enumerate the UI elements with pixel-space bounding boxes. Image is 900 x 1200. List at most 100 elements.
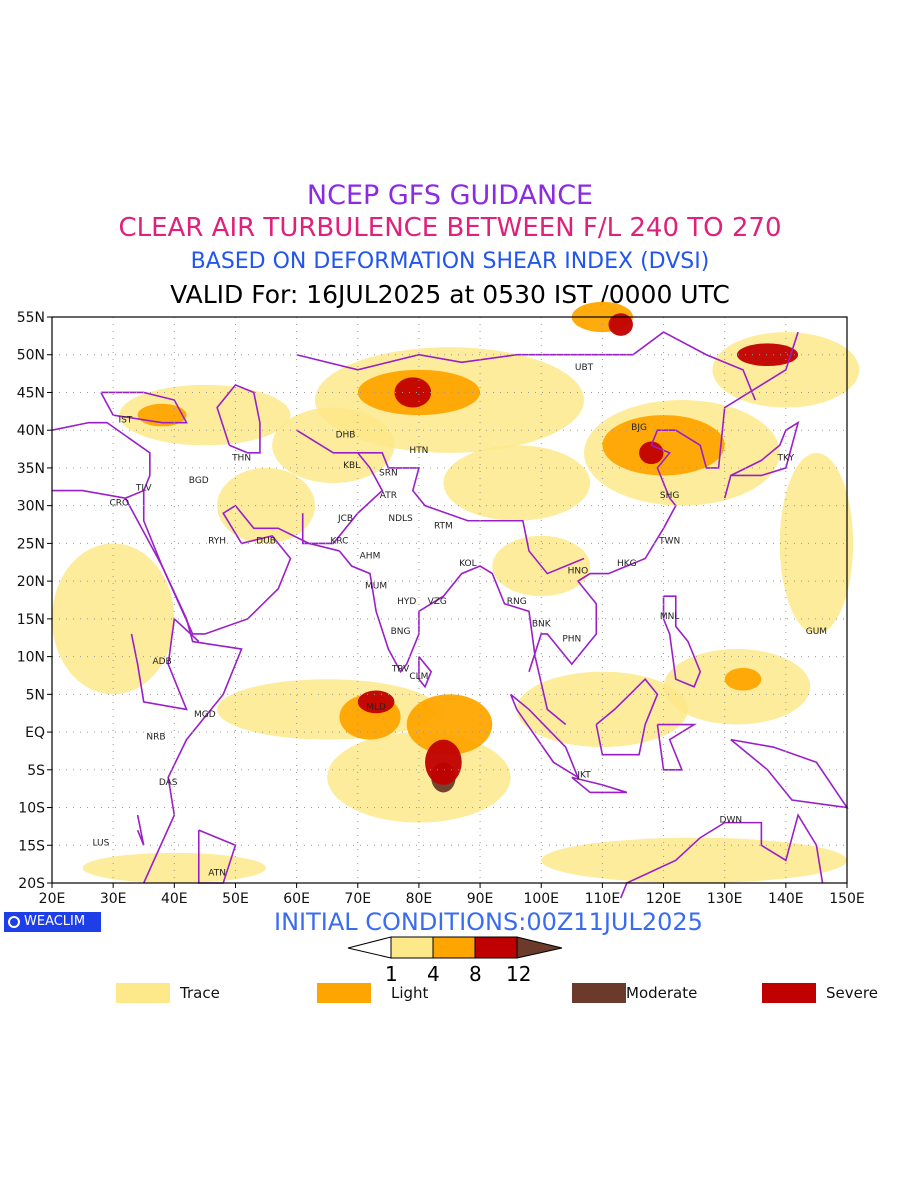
station-label: KBL — [343, 461, 360, 471]
station-label: MLD — [366, 702, 386, 712]
station-label: ATR — [380, 491, 397, 501]
colorbar-tick-8: 8 — [469, 962, 482, 986]
station-label: UBT — [575, 363, 594, 373]
station-label: HNO — [568, 567, 589, 577]
x-tick-label: 150E — [829, 891, 865, 907]
station-label: VZG — [428, 597, 447, 607]
legend-label-trace: Trace — [180, 984, 220, 1002]
map-frame — [51, 316, 848, 884]
station-label: BNK — [532, 619, 552, 629]
turbulence-zone-light — [724, 667, 762, 691]
x-tick-label: 60E — [283, 891, 310, 907]
turbulence-zone-trace — [272, 407, 395, 484]
station-label: NRB — [146, 733, 165, 743]
coastline-segment — [528, 331, 799, 672]
x-tick-label: 120E — [646, 891, 682, 907]
station-label: NDLS — [388, 514, 413, 524]
x-axis-ticks: 20E 30E 40E 50E 60E 70E 80E 90E 100E 110E 120E 130E… — [39, 883, 865, 907]
station-label: DWN — [720, 816, 743, 826]
y-tick-label: EQ — [25, 725, 45, 741]
colorbar-low-arrow — [347, 936, 392, 959]
colorbar-high-arrow — [516, 936, 563, 959]
weaclim-logo: WEACLIM — [4, 912, 101, 932]
y-tick-label: 50N — [17, 348, 45, 364]
station-label: MNL — [660, 612, 680, 622]
station-label: MUM — [365, 582, 387, 592]
y-tick-label: 5S — [27, 763, 45, 779]
colorbar-bin-trace — [390, 936, 434, 959]
station-label: CLM — [409, 672, 428, 682]
initial-conditions-label: INITIAL CONDITIONS:00Z11JUL2025 — [274, 908, 703, 936]
station-label: LUS — [92, 838, 109, 848]
station-label: MGD — [194, 710, 216, 720]
x-tick-label: 90E — [467, 891, 494, 907]
y-tick-label: 15S — [18, 838, 45, 854]
station-label: TRV — [391, 665, 410, 675]
title-line-1: NCEP GFS GUIDANCE — [306, 180, 594, 211]
legend-swatch-light — [317, 983, 371, 1003]
coastlines — [51, 331, 849, 899]
y-tick-label: 15N — [17, 612, 45, 628]
legend-swatch-severe — [762, 983, 816, 1003]
station-label: SHG — [660, 491, 679, 501]
y-tick-label: 5N — [26, 687, 45, 703]
station-label: ADB — [152, 657, 171, 667]
colorbar-bin-severe — [474, 936, 518, 959]
station-label: RTM — [434, 521, 453, 531]
station-label: JKT — [576, 770, 591, 780]
y-tick-label: 30N — [17, 499, 45, 515]
coastline-segment — [723, 420, 800, 499]
colorbar-tick-12: 12 — [506, 962, 532, 986]
station-label: IST — [118, 416, 132, 426]
y-axis-ticks: 55N 50N 45N 40N 35N 30N 25N 20N 15N 10N 5N EQ 5S 10S 1… — [17, 310, 52, 892]
station-label: CRO — [109, 499, 129, 509]
x-tick-label: 70E — [344, 891, 371, 907]
turbulence-zone-trace — [217, 467, 315, 544]
y-tick-label: 10S — [18, 801, 45, 817]
turbulence-zone-light — [602, 415, 725, 476]
x-tick-label: 140E — [768, 891, 804, 907]
station-label: BJG — [631, 423, 647, 433]
coastline-segment — [338, 550, 567, 726]
turbulence-zone-severe — [425, 739, 462, 785]
coastline-segment — [296, 429, 585, 575]
station-label: DHB — [336, 431, 356, 441]
station-label: JCB — [337, 514, 353, 524]
turbulence-zone-severe — [736, 343, 799, 367]
coastline-segment — [124, 497, 243, 884]
x-tick-label: 30E — [100, 891, 127, 907]
station-label: TLV — [135, 484, 153, 494]
station-label: ATN — [208, 868, 226, 878]
turbulence-zone-trace — [327, 732, 511, 823]
turbulence-zone-severe — [394, 377, 432, 408]
legend-label-light: Light — [391, 984, 429, 1002]
station-label: HYD — [397, 597, 416, 607]
colorbar-tick-4: 4 — [427, 962, 440, 986]
y-tick-label: 45N — [17, 385, 45, 401]
x-tick-label: 110E — [585, 891, 621, 907]
station-label: AHM — [360, 551, 381, 561]
coastline-segment — [595, 678, 659, 756]
turbulence-zone-trace — [541, 837, 847, 883]
colorbar-bin-light — [432, 936, 476, 959]
y-tick-label: 20N — [17, 574, 45, 590]
turbulence-zone-trace — [779, 452, 854, 634]
turbulence-zone-severe — [608, 313, 633, 336]
station-label: HKG — [617, 559, 637, 569]
x-tick-label: 50E — [222, 891, 249, 907]
turbulence-zone-severe — [357, 690, 395, 714]
legend-swatch-trace — [116, 983, 170, 1003]
station-label: KRC — [330, 536, 348, 546]
x-tick-label: 20E — [39, 891, 66, 907]
y-tick-label: 20S — [18, 876, 45, 892]
station-label: PHN — [562, 635, 581, 645]
station-label: BGD — [189, 476, 209, 486]
station-label: THN — [231, 453, 251, 463]
coastline-segment — [509, 693, 580, 780]
coastline-segment — [619, 813, 824, 899]
x-tick-label: 100E — [523, 891, 559, 907]
title-line-3: BASED ON DEFORMATION SHEAR INDEX (DVSI) — [190, 249, 710, 274]
station-label: KOL — [459, 559, 477, 569]
coastline-segment — [418, 656, 433, 689]
